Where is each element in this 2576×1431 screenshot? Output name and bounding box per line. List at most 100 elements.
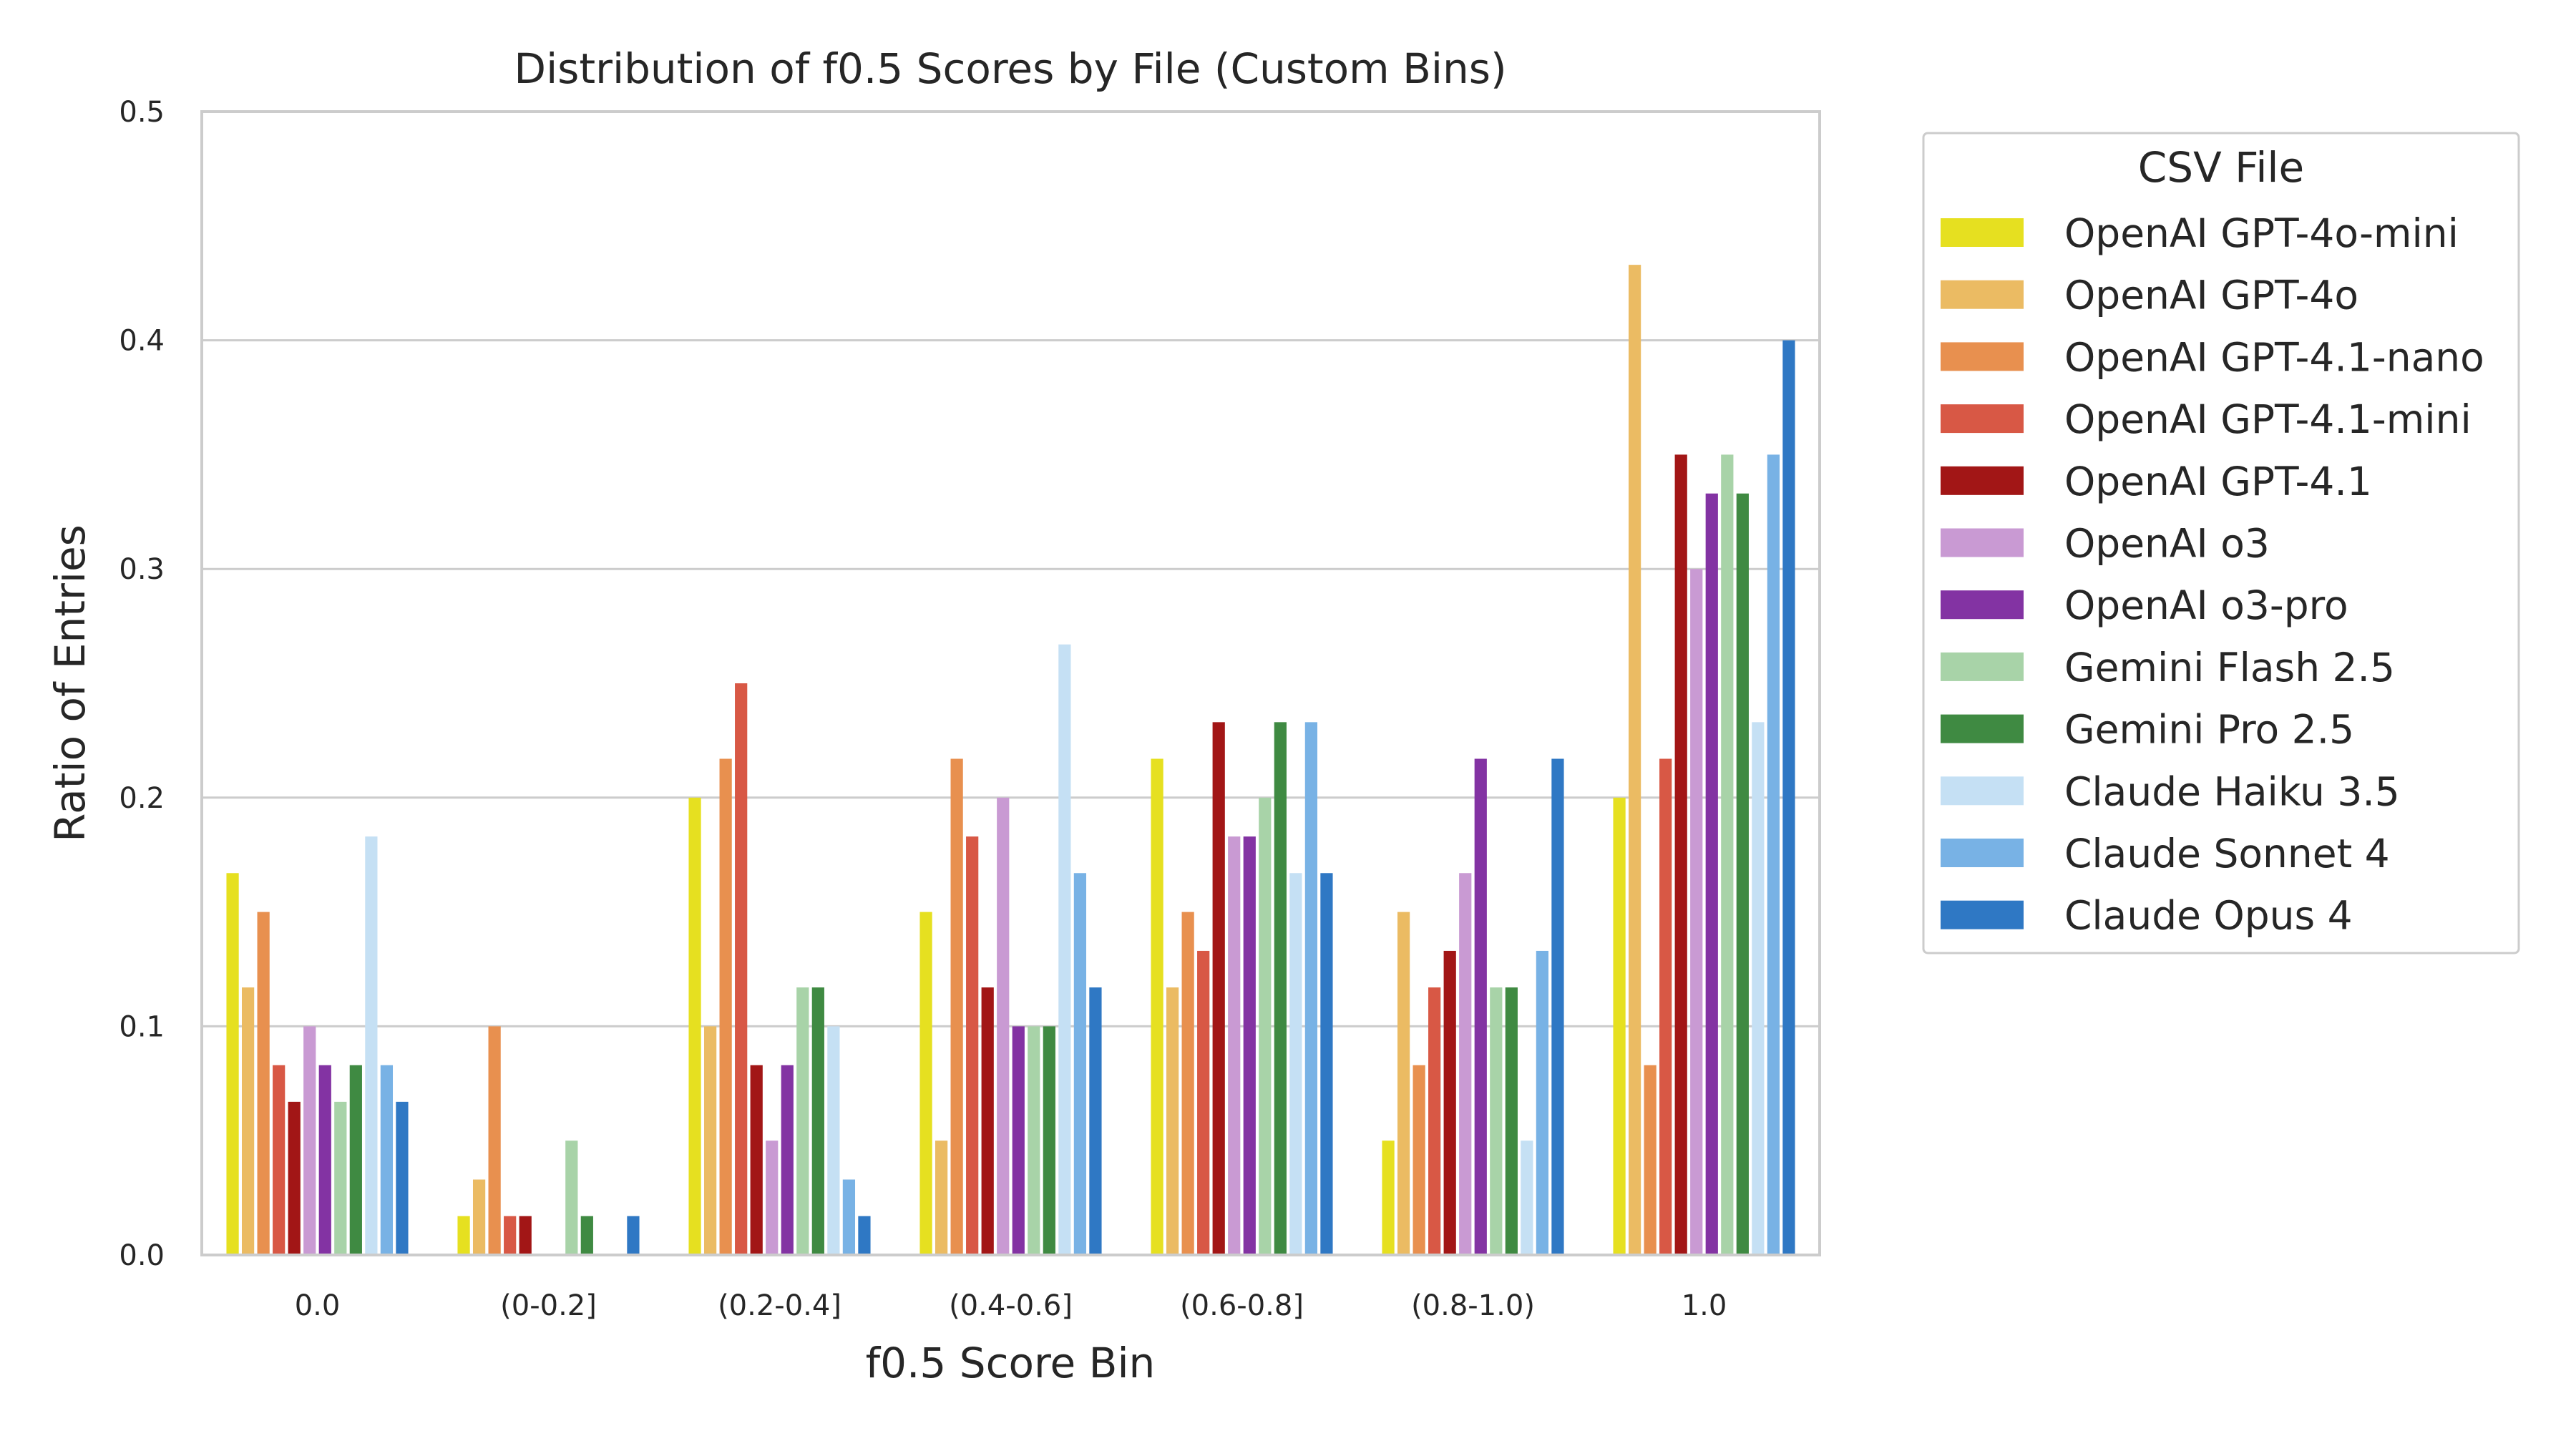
y-axis-title: Ratio of Entries (46, 524, 94, 842)
x-tick-label: (0.8-1.0) (1411, 1289, 1535, 1322)
bar (349, 1065, 362, 1255)
bar (981, 987, 994, 1255)
bar (1782, 340, 1795, 1256)
x-tick-label: 1.0 (1682, 1289, 1727, 1322)
y-tick-label: 0.4 (119, 325, 165, 358)
legend-swatch (1941, 218, 2024, 247)
legend-label: OpenAI GPT-4o (2064, 273, 2358, 318)
y-tick-label: 0.0 (119, 1239, 165, 1272)
x-tick-label: 0.0 (295, 1289, 341, 1322)
bar (1073, 873, 1087, 1255)
legend-label: OpenAI o3 (2064, 521, 2270, 567)
legend-swatch (1941, 652, 2024, 681)
x-tick-label: (0.4-0.6] (949, 1289, 1073, 1322)
bar (1397, 912, 1410, 1255)
legend-title: CSV File (2138, 143, 2304, 192)
bar (1212, 722, 1225, 1255)
legend-label: Gemini Pro 2.5 (2064, 707, 2354, 753)
bar (842, 1179, 856, 1255)
legend-swatch (1941, 590, 2024, 620)
bar (1521, 1141, 1533, 1255)
bar (1058, 644, 1071, 1255)
chart-title: Distribution of f0.5 Scores by File (Cus… (514, 44, 1506, 93)
legend-items: OpenAI GPT-4o-mini OpenAI GPT-4o OpenAI GP… (1941, 210, 2484, 939)
bar (627, 1216, 640, 1255)
bar (380, 1065, 394, 1255)
legend-swatch (1941, 528, 2024, 557)
bar (1443, 950, 1456, 1255)
bar (688, 797, 701, 1255)
legend-label: OpenAI GPT-4.1-mini (2064, 396, 2472, 442)
bar (1659, 758, 1672, 1255)
bar (1028, 1026, 1040, 1255)
bar (1166, 987, 1179, 1255)
bar (504, 1216, 517, 1255)
bar (1459, 873, 1472, 1255)
x-tick-label: (0.2-0.4] (718, 1289, 841, 1322)
bar (1197, 950, 1210, 1255)
bar (334, 1101, 347, 1255)
bar (1428, 987, 1441, 1255)
bar (827, 1026, 840, 1255)
legend-label: OpenAI o3-pro (2064, 582, 2348, 628)
plot-frame (200, 110, 1821, 1256)
bar (1228, 836, 1241, 1255)
legend-swatch (1941, 900, 2024, 929)
bar (1382, 1141, 1395, 1255)
bar (1674, 454, 1687, 1255)
legend-label: OpenAI GPT-4.1 (2064, 459, 2372, 504)
bar (318, 1065, 331, 1255)
bar (226, 873, 239, 1255)
bar (811, 987, 824, 1255)
bar (1274, 722, 1287, 1255)
legend-swatch (1941, 839, 2024, 867)
bar (1089, 987, 1102, 1255)
legend-swatch (1941, 466, 2024, 495)
grid-lines (202, 110, 1820, 1256)
bar (997, 797, 1010, 1255)
bar (565, 1141, 578, 1255)
bar (703, 1026, 717, 1255)
legend-swatch (1941, 714, 2024, 743)
bar (1752, 722, 1765, 1255)
legend-label: Claude Sonnet 4 (2064, 831, 2390, 876)
bar (580, 1216, 593, 1255)
bar (766, 1141, 779, 1255)
bar (1705, 493, 1718, 1256)
legend-swatch (1941, 404, 2024, 434)
bar (1628, 265, 1641, 1256)
legend-swatch (1941, 280, 2024, 309)
x-tick-label: (0.6-0.8] (1180, 1289, 1304, 1322)
bar (1304, 722, 1318, 1255)
bar (1736, 493, 1749, 1256)
y-tick-label: 0.5 (119, 96, 165, 129)
bar (781, 1065, 794, 1255)
bar (1012, 1026, 1025, 1255)
bar (1259, 797, 1272, 1255)
bar (1320, 873, 1333, 1255)
bar (396, 1101, 409, 1255)
bar (950, 758, 963, 1255)
x-axis-title: f0.5 Score Bin (866, 1339, 1156, 1387)
legend-label: Gemini Flash 2.5 (2064, 645, 2395, 690)
y-tick-label: 0.3 (119, 553, 165, 586)
bar (303, 1026, 316, 1255)
bar (796, 987, 809, 1255)
bar (735, 683, 748, 1255)
bar (719, 758, 732, 1255)
bar (1690, 569, 1703, 1255)
axes: 0.0 0.1 0.2 0.3 0.4 0.5 0.0 (0-0.2] (0.2-0.4] (0.… (119, 96, 1727, 1322)
bar (519, 1216, 532, 1255)
legend-label: OpenAI GPT-4.1-nano (2064, 334, 2484, 380)
bar (1243, 836, 1256, 1255)
bar (1181, 912, 1194, 1255)
legend-swatch (1941, 342, 2024, 371)
bar (472, 1179, 486, 1255)
bar (1644, 1065, 1657, 1255)
legend-frame (1922, 132, 2520, 954)
bar (273, 1065, 286, 1255)
legend-label: Claude Haiku 3.5 (2064, 768, 2400, 814)
